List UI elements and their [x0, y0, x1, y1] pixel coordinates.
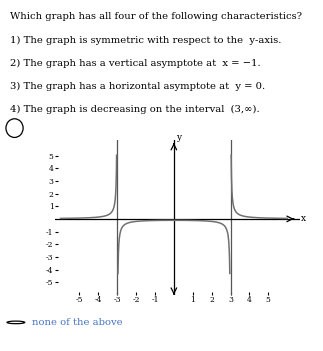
Text: 2) The graph has a vertical asymptote at  x = −1.: 2) The graph has a vertical asymptote at… — [10, 59, 260, 68]
Text: 4) The graph is decreasing on the interval  (3,∞).: 4) The graph is decreasing on the interv… — [10, 105, 259, 114]
Text: x: x — [301, 214, 307, 223]
Text: 3) The graph has a horizontal asymptote at  y = 0.: 3) The graph has a horizontal asymptote … — [10, 82, 265, 91]
Text: Which graph has all four of the following characteristics?: Which graph has all four of the followin… — [10, 12, 302, 21]
Text: 1) The graph is symmetric with respect to the  y-axis.: 1) The graph is symmetric with respect t… — [10, 35, 281, 45]
Text: y: y — [176, 133, 181, 142]
Text: none of the above: none of the above — [32, 318, 122, 327]
